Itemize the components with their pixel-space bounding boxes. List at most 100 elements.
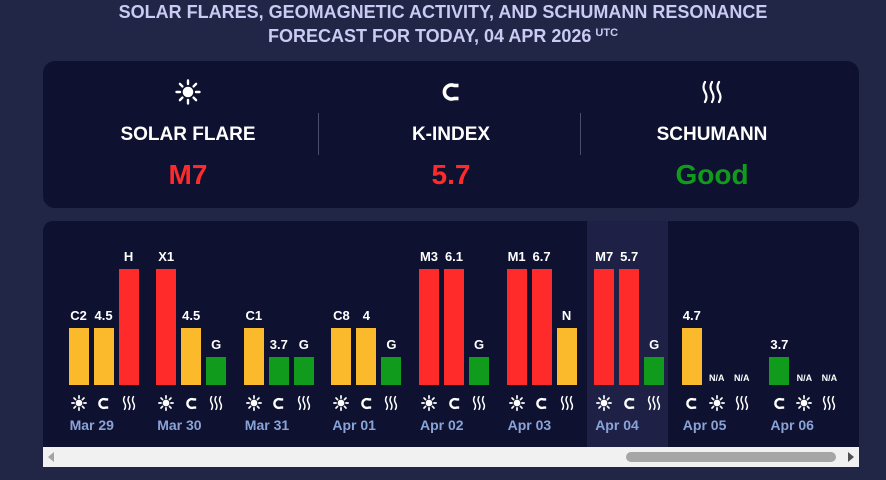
sun-icon: [156, 395, 176, 411]
schumann-bar: [556, 328, 577, 385]
date-label: Apr 01: [332, 417, 376, 433]
solar-flare-summary: SOLAR FLARE M7: [58, 61, 318, 208]
sun-icon: [244, 395, 264, 411]
magnet-icon: [181, 395, 201, 411]
waves-icon: [119, 395, 139, 411]
schumann-na-label: N/A: [821, 373, 838, 383]
schumann-bar: [644, 357, 665, 385]
date-label: Mar 31: [244, 417, 290, 433]
divider: [318, 113, 319, 155]
schumann-bar: [293, 357, 314, 385]
schumann-bar-label: G: [473, 337, 485, 352]
waves-icon: [582, 79, 842, 105]
solar-bar: [68, 328, 89, 385]
schumann-bar: [118, 269, 139, 385]
waves-icon: [732, 395, 752, 411]
schumann-bar: [381, 357, 402, 385]
sun-icon: [507, 395, 527, 411]
solar-bar-label: C1: [245, 308, 263, 323]
kindex-bar-label: 6.1: [444, 249, 464, 264]
kindex-bar: [181, 328, 202, 385]
schumann-bar: [469, 357, 489, 385]
summary-panel: SOLAR FLARE M7 K-INDEX 5.7 SCHUMANN Good: [43, 61, 859, 208]
sun-icon: [707, 395, 727, 411]
kindex-bar: [268, 357, 289, 385]
date-label: Mar 30: [157, 417, 202, 433]
kindex-bar-label: 3.7: [770, 337, 789, 352]
sun-icon: [58, 79, 318, 105]
magnet-icon: [356, 395, 376, 411]
waves-icon: [206, 395, 226, 411]
waves-icon: [469, 395, 489, 411]
waves-icon: [644, 395, 664, 411]
title-line-2-text: FORECAST FOR TODAY, 04 APR 2026: [267, 26, 592, 46]
schumann-bar-label: G: [386, 337, 397, 352]
kindex-bar-label: 6.7: [532, 249, 551, 264]
kindex-bar: [769, 357, 790, 385]
scroll-left-icon[interactable]: [48, 452, 54, 462]
title-line-2: FORECAST FOR TODAY, 04 APR 2026 UTC: [0, 24, 886, 48]
solar-bar-label: X1: [158, 249, 175, 264]
k-index-value: 5.7: [431, 159, 471, 190]
waves-icon: [294, 395, 314, 411]
solar-bar: [331, 328, 352, 385]
kindex-bar-label: 3.7: [269, 337, 288, 352]
schumann-label: SCHUMANN: [656, 124, 768, 145]
utc-label: UTC: [595, 27, 619, 39]
kindex-bar: [444, 269, 464, 385]
date-label: Apr 06: [770, 417, 814, 433]
sun-icon: [419, 395, 439, 411]
kindex-bar: [619, 269, 640, 385]
schumann-na-label: N/A: [734, 373, 750, 383]
date-label: Mar 29: [69, 417, 114, 433]
kindex-bar-label: 5.7: [620, 249, 639, 264]
magnet-icon: [444, 395, 464, 411]
magnet-icon: [94, 395, 114, 411]
schumann-value: Good: [675, 159, 749, 190]
schumann-bar-label: G: [211, 337, 222, 352]
schumann-bar-label: G: [649, 337, 660, 352]
solar-bar: [594, 269, 615, 385]
waves-icon: [819, 395, 839, 411]
solar-bar: [243, 328, 264, 385]
schumann-summary: SCHUMANN Good: [582, 61, 842, 208]
solar-bar: [156, 269, 177, 385]
solar-bar-label: C2: [70, 308, 87, 323]
schumann-bar-label: N: [561, 308, 572, 323]
solar-bar: [419, 269, 439, 385]
magnet-icon: [619, 395, 639, 411]
sun-icon: [794, 395, 814, 411]
sun-icon: [331, 395, 351, 411]
magnet-icon: [532, 395, 552, 411]
title-line-1: SOLAR FLARES, GEOMAGNETIC ACTIVITY, AND …: [118, 2, 768, 22]
solar-na-label: N/A: [709, 373, 725, 383]
schumann-bar-label: H: [123, 249, 134, 264]
date-label: Apr 04: [595, 417, 639, 433]
sun-icon: [69, 395, 89, 411]
sun-icon: [594, 395, 614, 411]
solar-bar: [506, 269, 527, 385]
date-label: Apr 02: [420, 417, 464, 433]
date-label: Apr 03: [507, 417, 552, 433]
waves-icon: [557, 395, 577, 411]
page-title: SOLAR FLARES, GEOMAGNETIC ACTIVITY, AND …: [0, 0, 886, 48]
schumann-bar-label: G: [298, 337, 309, 352]
solar-bar-label: C8: [333, 308, 350, 323]
kindex-bar: [93, 328, 114, 385]
kindex-bar-label: 4: [362, 308, 370, 323]
kindex-bar-label: 4.7: [682, 308, 701, 323]
horizontal-scrollbar[interactable]: [43, 447, 859, 467]
magnet-icon: [321, 79, 581, 105]
kindex-bar-label: 4.5: [94, 308, 113, 323]
scrollbar-thumb[interactable]: [626, 452, 836, 462]
solar-bar-label: M3: [419, 249, 439, 264]
date-label: Apr 05: [682, 417, 727, 433]
divider: [580, 113, 581, 155]
schumann-bar: [206, 357, 227, 385]
solar-flare-value: M7: [168, 159, 208, 190]
k-index-summary: K-INDEX 5.7: [321, 61, 581, 208]
solar-bar-label: M7: [595, 249, 614, 264]
k-index-label: K-INDEX: [411, 124, 491, 145]
scroll-right-icon[interactable]: [848, 452, 854, 462]
